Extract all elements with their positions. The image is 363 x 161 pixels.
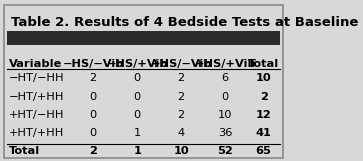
Text: 0: 0	[89, 92, 97, 102]
Text: Total: Total	[248, 59, 279, 69]
Text: 1: 1	[133, 146, 141, 156]
Text: 0: 0	[134, 73, 141, 83]
Text: 10: 10	[218, 110, 233, 120]
Text: Total: Total	[8, 146, 40, 156]
Text: 41: 41	[256, 128, 272, 138]
Text: −HT/−HH: −HT/−HH	[8, 73, 64, 83]
Text: −HS/−Vib: −HS/−Vib	[62, 59, 124, 69]
Text: 65: 65	[256, 146, 272, 156]
Text: 6: 6	[222, 73, 229, 83]
Text: 0: 0	[134, 110, 141, 120]
Text: −HT/+HH: −HT/+HH	[8, 92, 64, 102]
Text: 52: 52	[217, 146, 233, 156]
Text: 4: 4	[178, 128, 185, 138]
Text: 2: 2	[178, 73, 185, 83]
FancyBboxPatch shape	[4, 5, 283, 158]
Text: Table 2. Results of 4 Bedside Tests at Baseline: Table 2. Results of 4 Bedside Tests at B…	[11, 16, 359, 29]
Text: 12: 12	[256, 110, 272, 120]
Text: +HT/−HH: +HT/−HH	[8, 110, 64, 120]
Text: 0: 0	[89, 128, 97, 138]
Text: 36: 36	[218, 128, 232, 138]
Text: +HT/+HH: +HT/+HH	[8, 128, 64, 138]
Text: 10: 10	[256, 73, 272, 83]
Text: Variable: Variable	[8, 59, 62, 69]
Text: 2: 2	[178, 92, 185, 102]
Bar	[7, 31, 280, 45]
Text: 0: 0	[134, 92, 141, 102]
Text: 2: 2	[90, 73, 97, 83]
Text: 1: 1	[134, 128, 141, 138]
Text: 2: 2	[89, 146, 97, 156]
Text: 0: 0	[222, 92, 229, 102]
Text: +HS/+Vib: +HS/+Vib	[195, 59, 256, 69]
Text: 0: 0	[89, 110, 97, 120]
Text: +HS/−Vib: +HS/−Vib	[150, 59, 212, 69]
Text: 2: 2	[260, 92, 268, 102]
Text: 2: 2	[178, 110, 185, 120]
Text: 10: 10	[174, 146, 189, 156]
Text: −HS/+Vib: −HS/+Vib	[106, 59, 168, 69]
